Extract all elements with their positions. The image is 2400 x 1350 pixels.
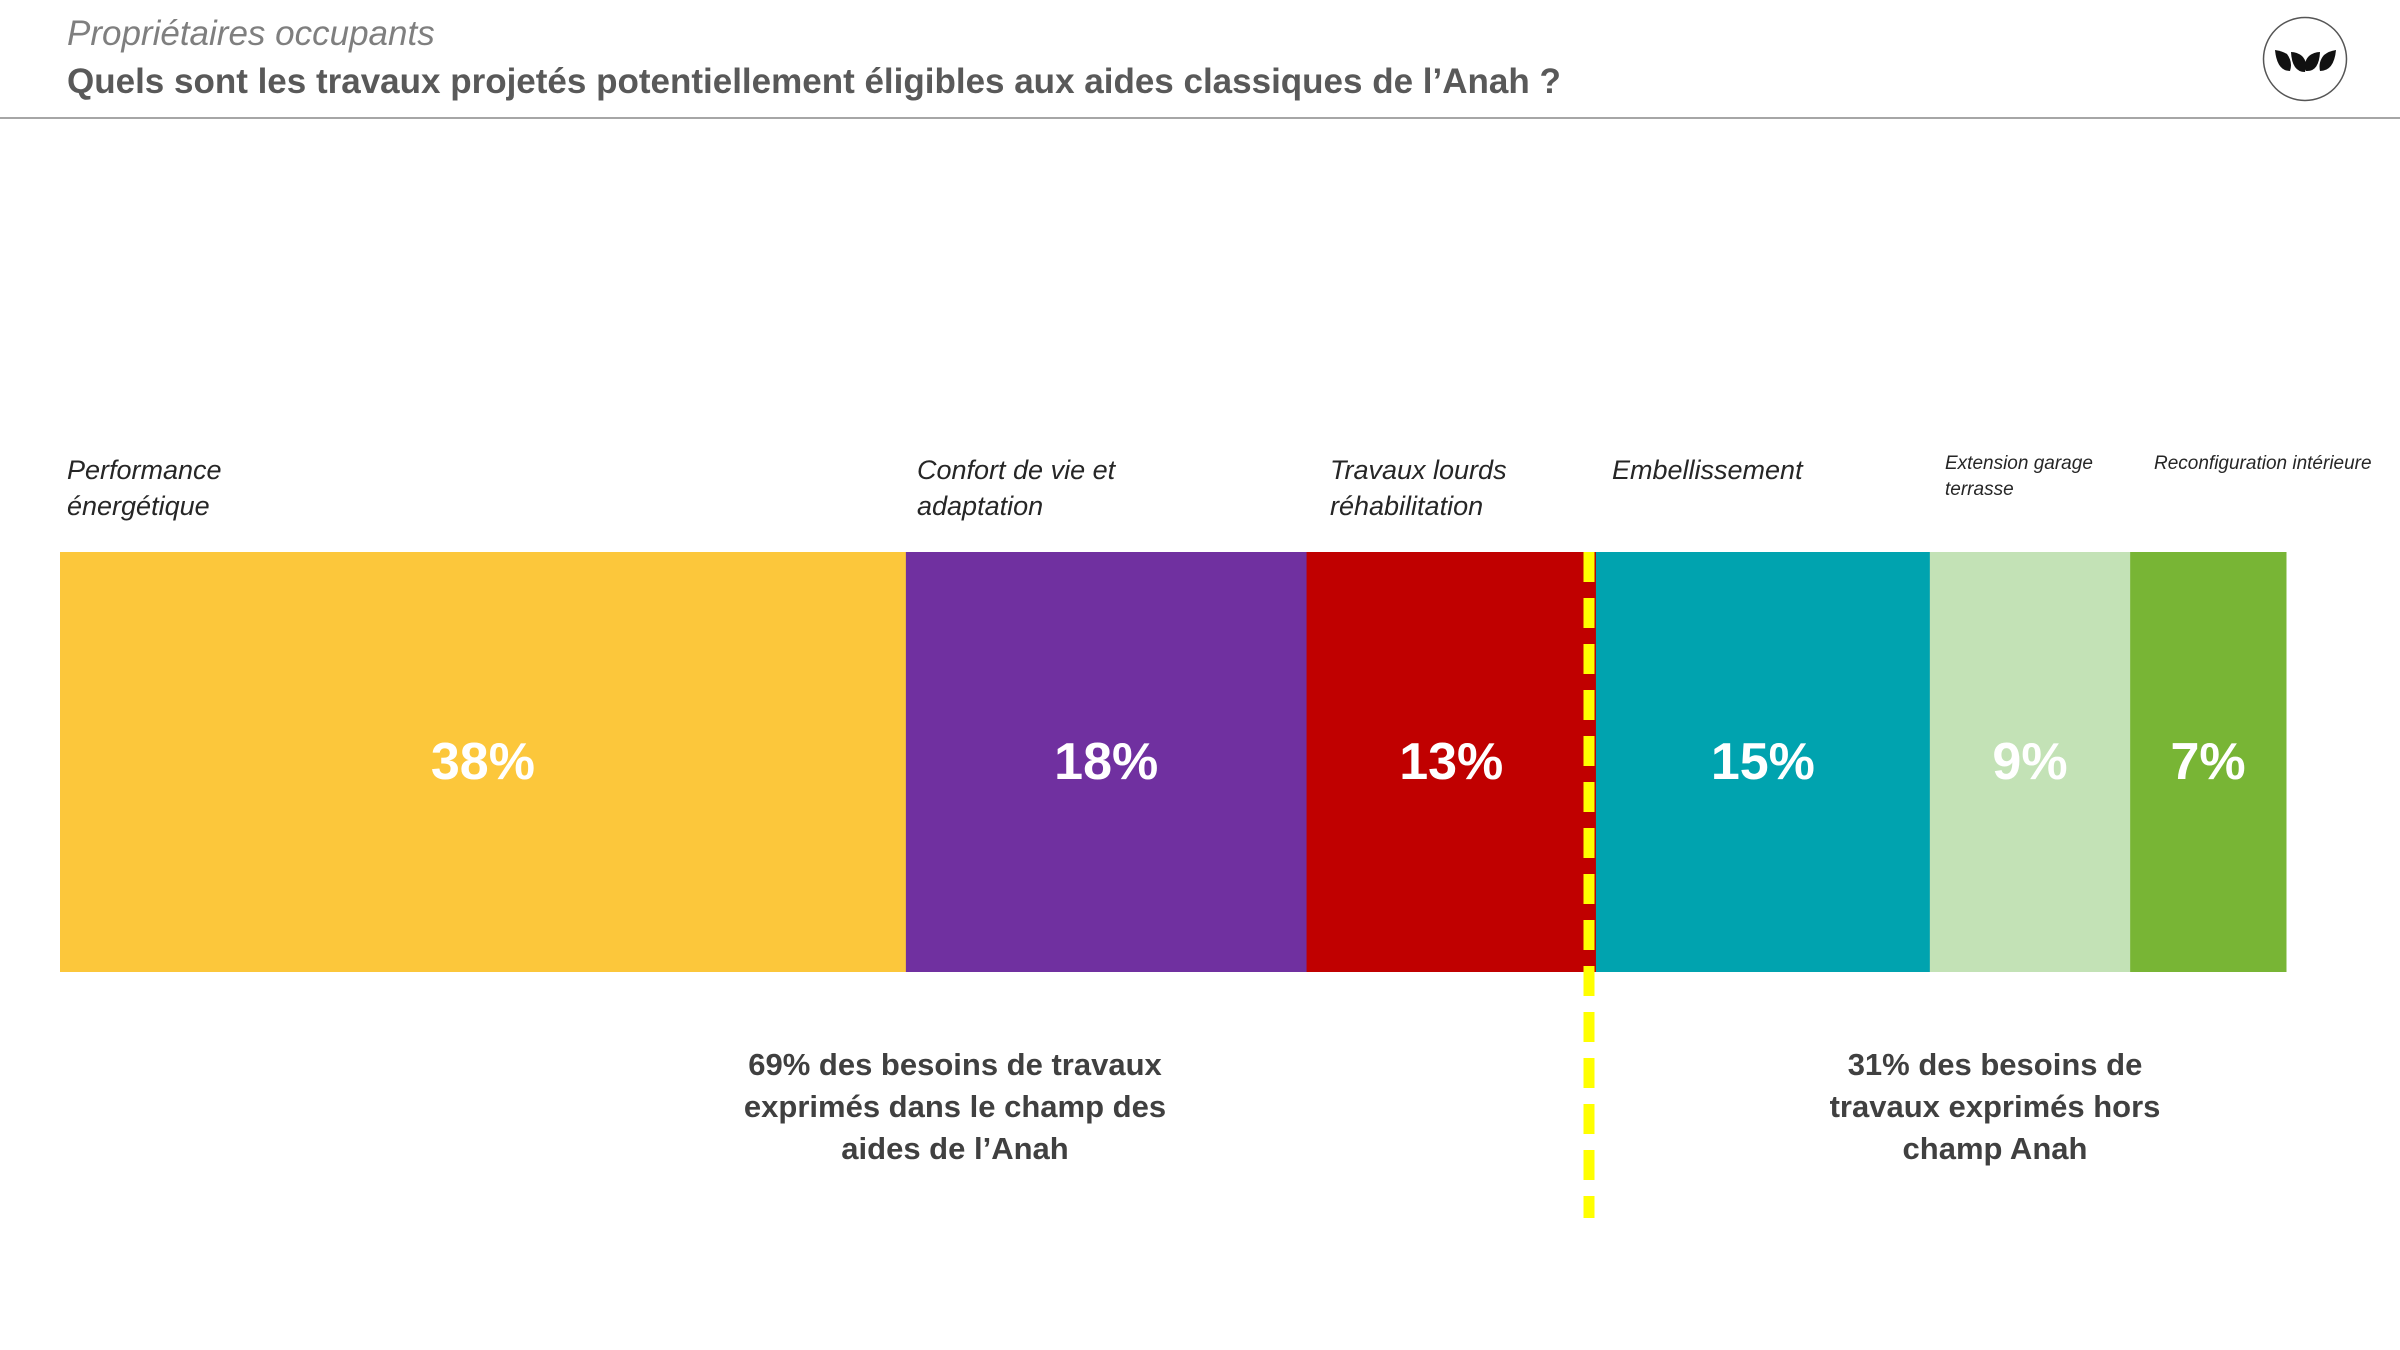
summary-line: aides de l’Anah (841, 1131, 1069, 1167)
page-subtitle: Propriétaires occupants (67, 14, 435, 53)
page-title: Quels sont les travaux projetés potentie… (67, 62, 1561, 101)
summary-line: 69% des besoins de travaux (748, 1047, 1162, 1082)
out-of-scope-summary: 31% des besoins de travaux exprimés hors c… (1785, 1044, 2205, 1170)
category-label: Performance énergétique (67, 452, 222, 525)
summary-line: 31% des besoins de (1847, 1047, 2143, 1082)
category-label-line: Reconfiguration intérieure (2154, 453, 2372, 474)
category-label: Reconfiguration intérieure (2154, 451, 2372, 477)
category-label-line: Travaux lourds (1330, 455, 1507, 485)
category-label: Confort de vie et adaptation (917, 452, 1115, 525)
category-label-line: Extension garage (1945, 453, 2093, 474)
category-label-line: terrasse (1945, 478, 2014, 500)
bar-segment (1306, 552, 1597, 972)
bar-segment (60, 552, 907, 972)
leaves-logo-icon (2262, 16, 2348, 102)
summary-line: exprimés dans le champ des (743, 1089, 1167, 1125)
bar-segment (2130, 552, 2287, 972)
category-label-line: Embellissement (1612, 455, 1803, 485)
category-label-line: réhabilitation (1330, 491, 1484, 522)
category-label-line: Performance (67, 455, 222, 485)
category-label-line: adaptation (917, 491, 1044, 522)
category-label: Travaux lourds réhabilitation (1330, 452, 1507, 525)
bar-segment (1595, 552, 1931, 972)
header-divider (0, 117, 2400, 119)
category-label-line: énergétique (67, 491, 210, 522)
bar-segment (1929, 552, 2131, 972)
category-label: Embellissement (1612, 452, 1803, 488)
summary-line: travaux exprimés hors (1829, 1089, 2161, 1125)
summary-line: champ Anah (1902, 1131, 2088, 1167)
category-label-line: Confort de vie et (917, 455, 1116, 485)
category-label: Extension garage terrasse (1945, 451, 2093, 502)
in-scope-summary: 69% des besoins de travaux exprimés dans … (695, 1044, 1215, 1170)
bar-segment (905, 552, 1308, 972)
